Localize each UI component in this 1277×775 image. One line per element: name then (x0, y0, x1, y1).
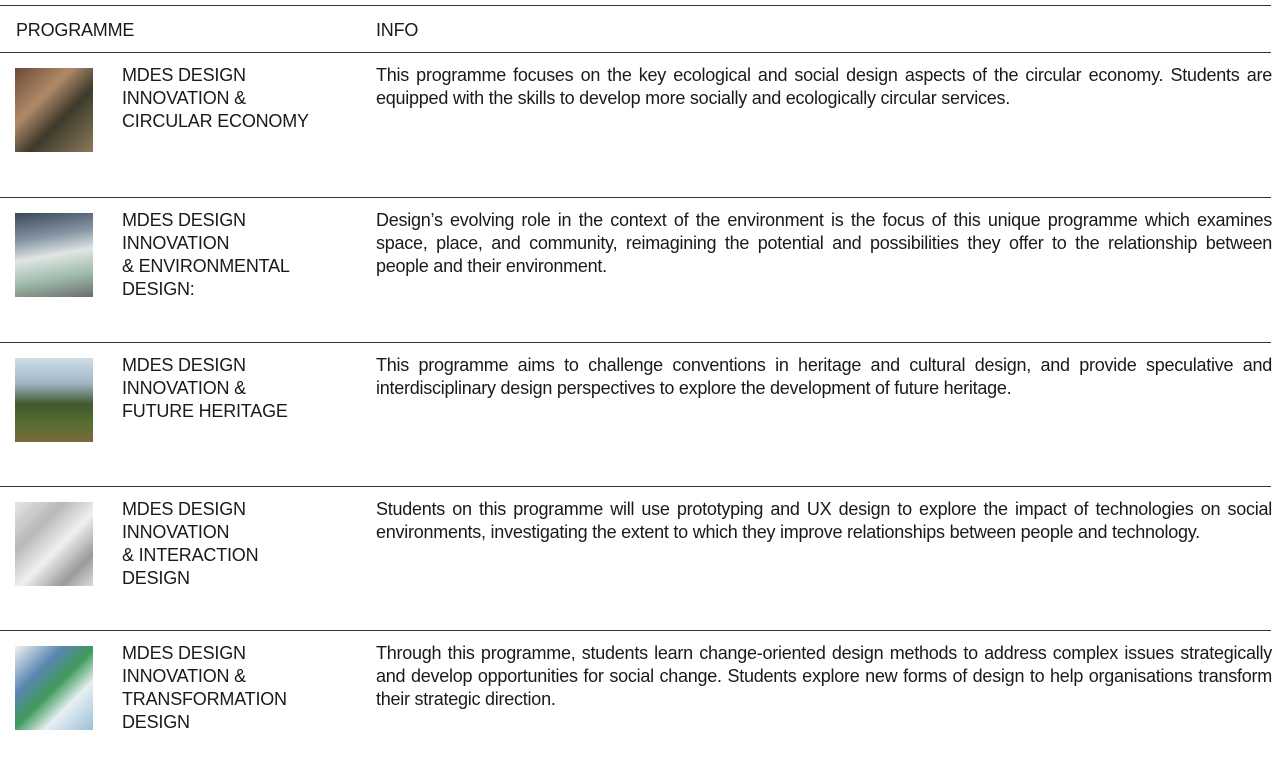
column-header: PROGRAMME (16, 20, 135, 40)
programme-info: This programme focuses on the key ecolog… (376, 65, 1272, 108)
thumbnail (15, 68, 93, 152)
name-line: MDES DESIGN (122, 65, 246, 85)
name-line: MDES DESIGN (122, 355, 246, 375)
name-line: MDES DESIGN (122, 643, 246, 663)
thumbnail (15, 646, 93, 730)
thumbnail (15, 502, 93, 586)
name-line: TRANSFORMATION (122, 689, 287, 709)
row-rule (0, 342, 1271, 343)
name-line: DESIGN (122, 568, 190, 588)
top-rule (0, 5, 1271, 6)
programme-name: MDES DESIGN INNOVATION & CIRCULAR ECONOMY (122, 64, 309, 133)
name-line: INNOVATION (122, 522, 230, 542)
name-line: DESIGN: (122, 279, 195, 299)
table-row: MDES DESIGN INNOVATION & ENVIRONMENTAL DESI… (0, 197, 1272, 342)
row-rule (0, 630, 1271, 631)
row-rule (0, 197, 1271, 198)
programme-name: MDES DESIGN INNOVATION & FUTURE HERITAGE (122, 354, 288, 423)
programme-info: Students on this programme will use prot… (376, 499, 1272, 542)
column-header: INFO (376, 20, 419, 40)
programme-info: Through this programme, students learn c… (376, 643, 1272, 709)
name-line: FUTURE HERITAGE (122, 401, 288, 421)
programme-info: This programme aims to challenge convent… (376, 355, 1272, 398)
name-line: DESIGN (122, 712, 190, 732)
name-line: & ENVIRONMENTAL (122, 256, 290, 276)
name-line: & INTERACTION (122, 545, 259, 565)
name-line: CIRCULAR ECONOMY (122, 111, 309, 131)
table-row: MDES DESIGN INNOVATION & FUTURE HERITAGE Th… (0, 342, 1272, 487)
table-row: MDES DESIGN INNOVATION & CIRCULAR ECONOMY T… (0, 52, 1272, 197)
name-line: INNOVATION & (122, 378, 246, 398)
header-rule (0, 52, 1271, 53)
thumbnail (15, 213, 93, 297)
programme-name: MDES DESIGN INNOVATION & INTERACTION DESIGN (122, 498, 259, 590)
row-rule (0, 486, 1271, 487)
thumbnail (15, 358, 93, 442)
table-row: MDES DESIGN INNOVATION & TRANSFORMATION DES… (0, 630, 1272, 775)
name-line: MDES DESIGN (122, 499, 246, 519)
name-line: INNOVATION & (122, 88, 246, 108)
name-line: INNOVATION (122, 233, 230, 253)
name-line: INNOVATION & (122, 666, 246, 686)
programme-name: MDES DESIGN INNOVATION & TRANSFORMATION DES… (122, 642, 287, 734)
programme-info: Design’s evolving role in the context of… (376, 210, 1272, 276)
table-row: MDES DESIGN INNOVATION & INTERACTION DESIGN… (0, 486, 1272, 631)
name-line: MDES DESIGN (122, 210, 246, 230)
programme-name: MDES DESIGN INNOVATION & ENVIRONMENTAL DESI… (122, 209, 290, 301)
